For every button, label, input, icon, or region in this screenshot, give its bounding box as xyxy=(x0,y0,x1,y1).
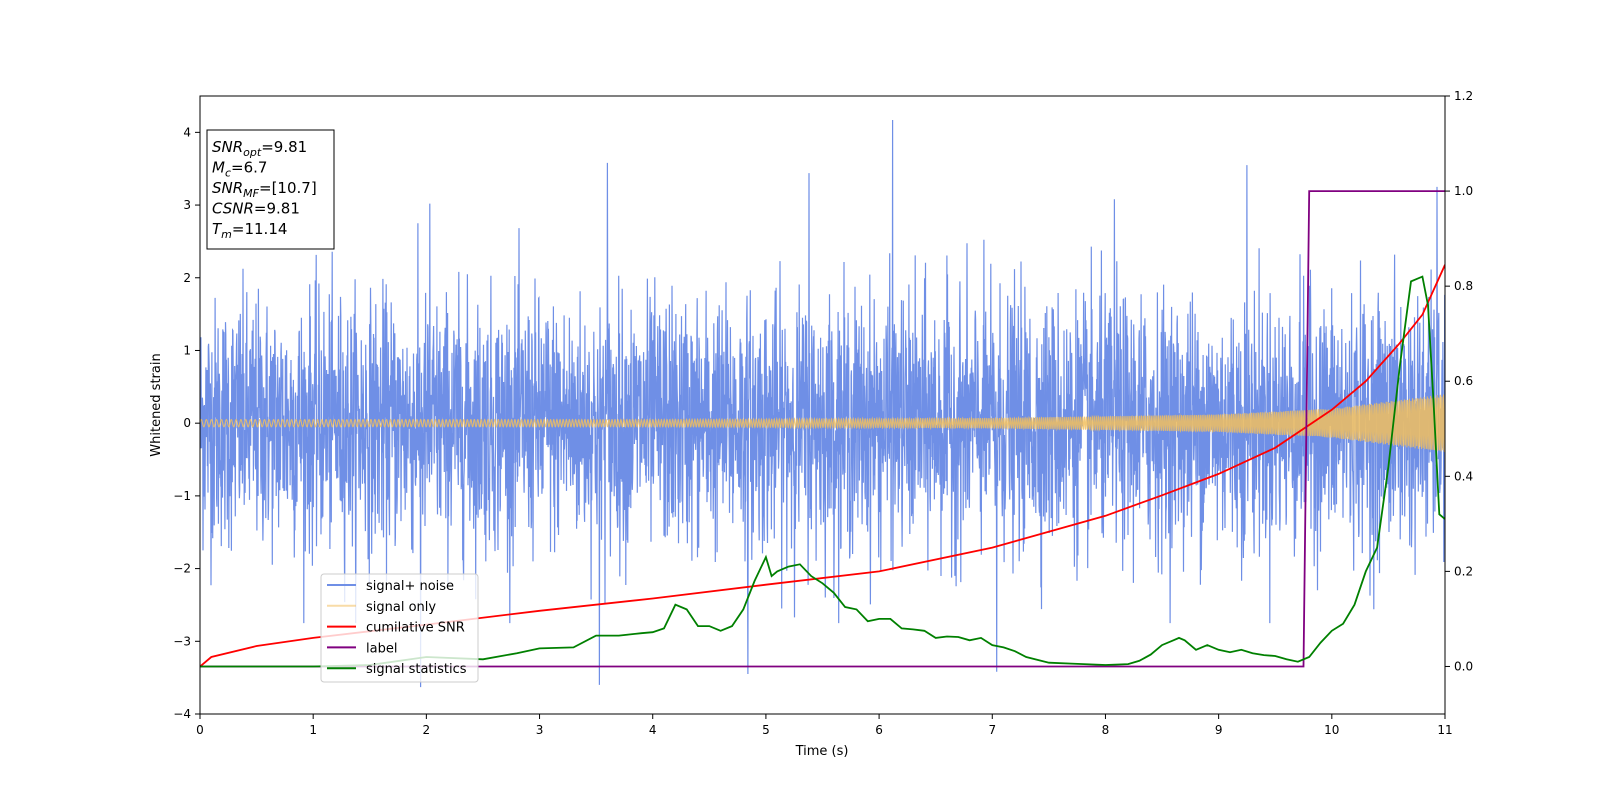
x-tick-label: 7 xyxy=(988,723,996,737)
annotation-subscript: MF xyxy=(243,187,259,200)
x-tick-label: 0 xyxy=(196,723,204,737)
annotation-symbol: M xyxy=(212,159,225,177)
x-tick-label: 11 xyxy=(1437,723,1452,737)
annotation-box: SNRopt=9.81Mc=6.7SNRMF=[10.7]CSNR=9.81Tm… xyxy=(206,129,335,250)
label-line xyxy=(200,190,1445,668)
axes-frame xyxy=(199,95,1446,715)
x-tick-label: 6 xyxy=(875,723,883,737)
signal-statistics-line xyxy=(200,275,1445,668)
y-tick-label: 3 xyxy=(183,198,191,212)
legend: signal+ noise signal only cumilative SNR la… xyxy=(320,573,479,683)
cumulative-snr-line xyxy=(200,264,1445,668)
annotation-value: =11.14 xyxy=(232,220,288,238)
annotation-frame xyxy=(206,129,335,250)
annotation-value: =[10.7] xyxy=(259,179,317,197)
y2-tick-label: 0.2 xyxy=(1454,564,1473,578)
y-tick-label: 0 xyxy=(183,416,191,430)
x-tick-label: 8 xyxy=(1102,723,1110,737)
x-tick-label: 1 xyxy=(309,723,317,737)
legend-label: cumilative SNR xyxy=(366,621,465,636)
annotation-symbol: CSNR xyxy=(212,200,254,218)
right-y-axis: 0.0 0.2 0.4 0.6 0.8 1.0 1.2 xyxy=(1445,89,1473,673)
y-tick-label: 4 xyxy=(183,125,191,139)
y-tick-label: −1 xyxy=(173,489,191,503)
x-tick-label: 2 xyxy=(423,723,431,737)
y2-tick-label: 1.0 xyxy=(1454,184,1473,198)
x-tick-label: 4 xyxy=(649,723,657,737)
legend-label: signal statistics xyxy=(366,662,467,677)
annotation-subscript: c xyxy=(225,167,231,180)
annotation-line: CSNR=9.81 xyxy=(212,200,300,218)
annotation-line: Tm=11.14 xyxy=(212,220,287,241)
y2-tick-label: 0.8 xyxy=(1454,279,1473,293)
x-axis-label: Time (s) xyxy=(795,744,849,759)
left-y-axis: −4 −3 −2 −1 0 1 2 3 4 xyxy=(173,125,200,721)
legend-label: label xyxy=(366,641,397,656)
legend-frame xyxy=(320,573,479,683)
annotation-value: =9.81 xyxy=(261,138,307,156)
annotation-subscript: m xyxy=(221,228,232,241)
x-axis: 0 1 2 3 4 5 6 7 8 9 10 11 xyxy=(196,714,1453,737)
x-tick-label: 10 xyxy=(1324,723,1339,737)
y-tick-label: −4 xyxy=(173,707,191,721)
annotation-line: Mc=6.7 xyxy=(212,159,267,180)
plot-area xyxy=(200,119,1445,688)
y-tick-label: −3 xyxy=(173,634,191,648)
y-tick-label: −2 xyxy=(173,562,191,576)
annotation-subscript: opt xyxy=(243,146,262,159)
annotation-value: =6.7 xyxy=(231,159,267,177)
annotation-symbol: T xyxy=(212,220,223,238)
signal-noise-line xyxy=(200,119,1445,688)
y2-tick-label: 0.6 xyxy=(1454,374,1473,388)
signal-only-line xyxy=(200,394,1445,453)
legend-label: signal only xyxy=(366,600,436,615)
annotation-symbol: SNR xyxy=(212,138,243,156)
legend-label: signal+ noise xyxy=(366,579,454,594)
y2-tick-label: 1.2 xyxy=(1454,89,1473,103)
y-tick-label: 2 xyxy=(183,271,191,285)
x-tick-label: 9 xyxy=(1215,723,1223,737)
annotation-symbol: SNR xyxy=(212,179,243,197)
y2-tick-label: 0.4 xyxy=(1454,469,1473,483)
y2-tick-label: 0.0 xyxy=(1454,659,1473,673)
x-tick-label: 5 xyxy=(762,723,770,737)
y-axis-label: Whitened strain xyxy=(149,353,164,456)
y-tick-label: 1 xyxy=(183,343,191,357)
annotation-value: =9.81 xyxy=(254,200,300,218)
annotation-line: SNRMF=[10.7] xyxy=(212,179,317,200)
annotation-line: SNRopt=9.81 xyxy=(212,138,307,159)
x-tick-label: 3 xyxy=(536,723,544,737)
